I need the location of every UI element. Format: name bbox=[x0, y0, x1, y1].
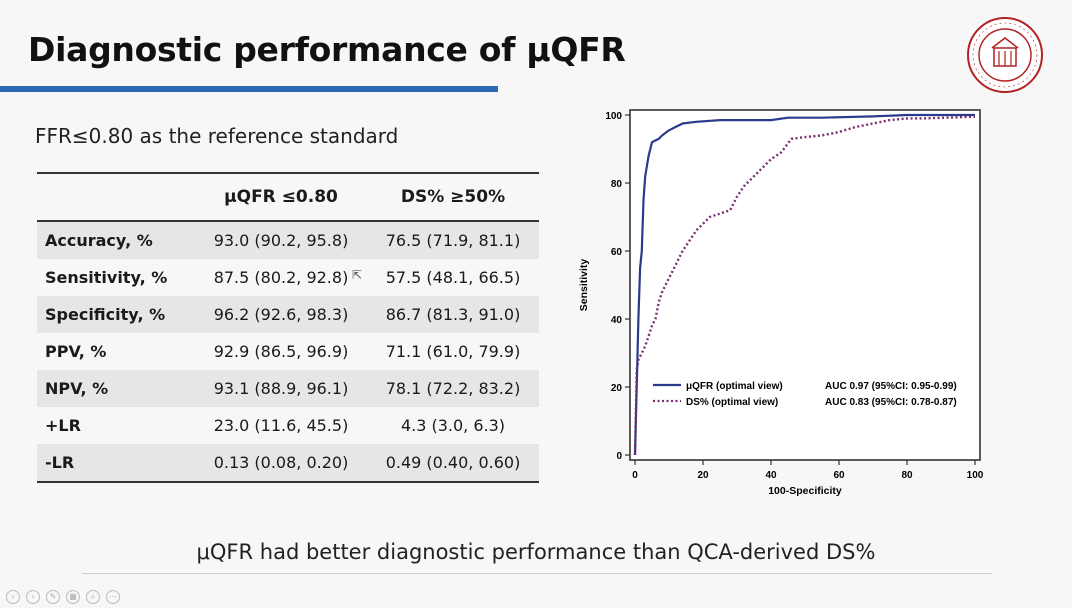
x-axis-label: 100-Specificity bbox=[768, 485, 842, 497]
ds-value-cell: 4.3 (3.0, 6.3) bbox=[400, 416, 506, 435]
table-row: Accuracy, % 93.0 (90.2, 95.8) 76.5 (71.9, … bbox=[37, 221, 539, 259]
x-tick-label: 100 bbox=[967, 470, 984, 481]
header-uqfr: μQFR ≤0.80 bbox=[195, 172, 367, 222]
table-row: PPV, % 92.9 (86.5, 96.9) 71.1 (61.0, 79.9) bbox=[37, 333, 539, 370]
reference-standard-subtitle: FFR≤0.80 as the reference standard bbox=[35, 124, 399, 148]
legend-label: DS% (optimal view) bbox=[686, 397, 778, 408]
table-row: -LR 0.13 (0.08, 0.20) 0.49 (0.40, 0.60) bbox=[37, 444, 539, 483]
ds-value-cell: 78.1 (72.2, 83.2) bbox=[367, 370, 539, 407]
metric-cell: Specificity, % bbox=[37, 296, 195, 333]
x-tick-label: 0 bbox=[632, 470, 638, 481]
ds-value-cell: 57.5 (48.1, 66.5) bbox=[385, 268, 521, 287]
table-row: Sensitivity, % 87.5 (80.2, 92.8) 57.5 (48.… bbox=[37, 259, 539, 296]
more-options-icon[interactable]: ⋯ bbox=[106, 590, 120, 604]
series-line-0 bbox=[633, 113, 975, 456]
uqfr-value-cell: 0.13 (0.08, 0.20) bbox=[195, 444, 367, 483]
y-tick-label: 60 bbox=[611, 247, 623, 258]
footer-divider bbox=[82, 573, 992, 574]
conclusion-text: μQFR had better diagnostic performance t… bbox=[196, 540, 876, 564]
metric-cell: +LR bbox=[45, 416, 81, 435]
ds-value-cell: 71.1 (61.0, 79.9) bbox=[385, 342, 521, 361]
ds-value-cell: 76.5 (71.9, 81.1) bbox=[367, 221, 539, 259]
university-seal-logo bbox=[967, 17, 1043, 93]
presentation-controls: ‹ › ✎ ▦ ⌕ ⋯ bbox=[6, 590, 120, 604]
ds-value-cell: 86.7 (81.3, 91.0) bbox=[367, 296, 539, 333]
prev-slide-icon[interactable]: ‹ bbox=[6, 590, 20, 604]
legend-label: μQFR (optimal view) bbox=[686, 381, 783, 392]
y-tick-label: 20 bbox=[611, 383, 623, 394]
performance-table: μQFR ≤0.80 DS% ≥50% Accuracy, % 93.0 (90.… bbox=[37, 172, 539, 483]
table-header-row: μQFR ≤0.80 DS% ≥50% bbox=[37, 172, 539, 222]
y-tick-label: 80 bbox=[611, 179, 623, 190]
uqfr-value-cell: 87.5 (80.2, 92.8) bbox=[213, 268, 349, 287]
ds-value-cell: 0.49 (0.40, 0.60) bbox=[367, 444, 539, 483]
legend-auc-label: AUC 0.83 (95%CI: 0.78-0.87) bbox=[825, 397, 957, 408]
slide-title: Diagnostic performance of μQFR bbox=[28, 30, 626, 69]
header-ds: DS% ≥50% bbox=[367, 172, 539, 222]
metric-cell: PPV, % bbox=[45, 342, 107, 361]
y-tick-label: 0 bbox=[616, 451, 622, 462]
table-row: +LR 23.0 (11.6, 45.5) 4.3 (3.0, 6.3) bbox=[37, 407, 539, 444]
uqfr-value-cell: 92.9 (86.5, 96.9) bbox=[213, 342, 349, 361]
metric-cell: Accuracy, % bbox=[37, 221, 195, 259]
metric-cell: Sensitivity, % bbox=[45, 268, 168, 287]
metric-cell: NPV, % bbox=[37, 370, 195, 407]
series-line-1 bbox=[633, 115, 976, 456]
header-metric bbox=[37, 172, 195, 222]
uqfr-value-cell: 93.0 (90.2, 95.8) bbox=[195, 221, 367, 259]
uqfr-value-cell: 23.0 (11.6, 45.5) bbox=[213, 416, 349, 435]
pen-icon[interactable]: ✎ bbox=[46, 590, 60, 604]
title-underline-bar bbox=[0, 86, 498, 92]
metric-cell: -LR bbox=[37, 444, 195, 483]
roc-chart: 0 20 40 60 80 100 0 20 40 60 80 100 100-Specificity S… bbox=[573, 105, 993, 505]
uqfr-value-cell: 93.1 (88.9, 96.1) bbox=[195, 370, 367, 407]
y-axis-label: Sensitivity bbox=[578, 259, 590, 312]
x-tick-label: 20 bbox=[697, 470, 709, 481]
zoom-icon[interactable]: ⌕ bbox=[86, 590, 100, 604]
mouse-cursor-icon: ⇱ bbox=[352, 268, 363, 282]
plot-frame bbox=[629, 109, 981, 461]
uqfr-value-cell: 96.2 (92.6, 98.3) bbox=[195, 296, 367, 333]
x-tick-label: 80 bbox=[901, 470, 913, 481]
x-tick-label: 60 bbox=[833, 470, 845, 481]
x-tick-label: 40 bbox=[765, 470, 777, 481]
next-slide-icon[interactable]: › bbox=[26, 590, 40, 604]
y-tick-label: 40 bbox=[611, 315, 623, 326]
y-tick-label: 100 bbox=[605, 111, 622, 122]
table-row: Specificity, % 96.2 (92.6, 98.3) 86.7 (81.… bbox=[37, 296, 539, 333]
legend-auc-label: AUC 0.97 (95%CI: 0.95-0.99) bbox=[825, 381, 957, 392]
roc-chart-svg: 0 20 40 60 80 100 0 20 40 60 80 100 100-Specificity S… bbox=[578, 109, 984, 497]
table-row: NPV, % 93.1 (88.9, 96.1) 78.1 (72.2, 83.2) bbox=[37, 370, 539, 407]
slides-grid-icon[interactable]: ▦ bbox=[66, 590, 80, 604]
